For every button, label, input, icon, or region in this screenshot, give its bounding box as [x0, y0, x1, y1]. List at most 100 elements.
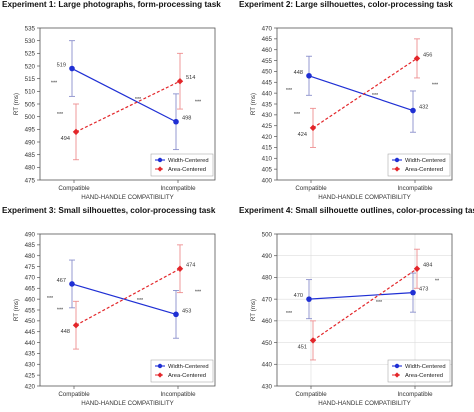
data-label: 448: [294, 70, 303, 76]
data-point-width-centered: [69, 65, 75, 72]
significance-marker: ***: [294, 112, 301, 118]
significance-marker: ***: [51, 81, 58, 87]
data-point-width-centered: [173, 118, 179, 125]
chart-plot: 400 405 410 415 420 425 430 435 440 445 450 455 460 4…: [250, 25, 453, 201]
significance-marker: ***: [286, 311, 293, 317]
significance-marker: ***: [57, 112, 64, 118]
y-tick-label: 445: [25, 329, 36, 336]
significance-marker: ***: [195, 290, 202, 296]
y-tick-label: 425: [262, 123, 273, 130]
x-tick-label: Incompatible: [397, 185, 433, 192]
data-label: 467: [57, 278, 66, 284]
data-label: 451: [298, 344, 307, 350]
data-point-width-centered: [306, 72, 312, 79]
y-tick-label: 430: [25, 362, 36, 369]
series-line-area-centered: [75, 268, 181, 326]
y-tick-label: 535: [25, 25, 36, 32]
series-line-area-centered: [312, 57, 418, 129]
y-tick-label: 500: [25, 114, 36, 121]
y-tick-label: 425: [25, 372, 36, 379]
data-point-area-centered: [176, 265, 184, 272]
y-tick-label: 455: [262, 58, 273, 65]
legend-marker: [157, 166, 163, 172]
y-tick-label: 445: [262, 80, 273, 87]
significance-marker: ***: [135, 97, 142, 103]
y-tick-label: 440: [25, 340, 36, 347]
y-tick-label: 520: [25, 63, 36, 70]
legend-marker: [394, 166, 400, 172]
y-axis-label: RT (ms): [13, 299, 20, 321]
y-tick-label: 525: [25, 51, 36, 58]
legend-marker: [394, 363, 400, 369]
y-tick-label: 410: [262, 156, 273, 163]
y-tick-label: 450: [262, 69, 273, 76]
data-point-area-centered: [309, 124, 317, 132]
significance-marker: ***: [286, 88, 293, 94]
legend-label: Width-Centered: [405, 364, 446, 370]
significance-marker: ***: [376, 300, 383, 306]
y-tick-label: 420: [25, 383, 36, 390]
x-tick-label: Compatible: [58, 391, 90, 398]
legend-box: [150, 153, 214, 177]
y-tick-label: 465: [262, 36, 273, 43]
data-point-width-centered: [173, 311, 179, 318]
x-tick-label: Incompatible: [397, 391, 433, 398]
x-axis-label: HAND-HANDLE COMPATIBILITY: [318, 194, 411, 201]
y-tick-label: 530: [25, 38, 36, 45]
legend-box: [387, 359, 451, 383]
y-tick-label: 485: [25, 152, 36, 159]
significance-marker: ***: [57, 307, 64, 313]
y-tick-label: 485: [25, 242, 36, 249]
chart-title: Experiment 1: Large photographs, form-pr…: [2, 0, 221, 9]
chart-panel-1: Experiment 1: Large photographs, form-pr…: [0, 0, 237, 206]
chart-title: Experiment 3: Small silhouettes, color-p…: [2, 206, 216, 215]
legend-marker: [394, 372, 400, 378]
series-line-area-centered: [75, 80, 181, 133]
data-label: 498: [182, 116, 191, 122]
y-tick-label: 415: [262, 145, 273, 152]
y-axis-label: RT (ms): [250, 93, 257, 115]
y-axis-label: RT (ms): [13, 93, 20, 115]
chart-panel-4: Experiment 4: Small silhouette outlines,…: [237, 206, 474, 412]
significance-marker: **: [435, 279, 440, 285]
data-label: 514: [186, 75, 195, 81]
y-tick-label: 465: [25, 286, 36, 293]
data-point-width-centered: [410, 107, 416, 114]
data-label: 453: [182, 308, 191, 314]
significance-marker: ***: [195, 99, 202, 105]
y-tick-label: 405: [262, 166, 273, 173]
y-tick-label: 420: [262, 134, 273, 141]
legend-label: Width-Centered: [405, 158, 446, 164]
y-tick-label: 510: [25, 89, 36, 96]
data-label: 448: [61, 329, 70, 335]
data-label: 470: [294, 293, 303, 299]
y-tick-label: 495: [25, 127, 36, 134]
legend-box: [387, 153, 451, 177]
data-label: 432: [419, 105, 428, 111]
y-tick-label: 460: [25, 296, 36, 303]
legend-label: Width-Centered: [168, 158, 209, 164]
legend-label: Area-Centered: [405, 167, 443, 173]
x-tick-label: Compatible: [295, 185, 327, 192]
chart-panel-3: Experiment 3: Small silhouettes, color-p…: [0, 206, 237, 412]
y-tick-label: 450: [262, 340, 273, 347]
legend-box: [150, 359, 214, 383]
legend-marker: [157, 363, 163, 369]
y-tick-label: 450: [25, 318, 36, 325]
y-tick-label: 460: [262, 47, 273, 54]
series-line-width-centered: [308, 292, 414, 300]
legend-label: Width-Centered: [168, 364, 209, 370]
y-tick-label: 470: [262, 296, 273, 303]
data-point-area-centered: [176, 78, 184, 85]
y-tick-label: 430: [262, 383, 273, 390]
y-tick-label: 460: [262, 318, 273, 325]
data-point-area-centered: [413, 55, 421, 62]
series-line-width-centered: [71, 283, 177, 315]
data-point-width-centered: [410, 289, 416, 296]
legend-label: Area-Centered: [168, 167, 206, 173]
series-line-width-centered: [71, 67, 177, 123]
legend-label: Area-Centered: [168, 373, 206, 379]
y-tick-label: 455: [25, 307, 36, 314]
y-tick-label: 515: [25, 76, 36, 83]
data-point-area-centered: [72, 322, 80, 329]
